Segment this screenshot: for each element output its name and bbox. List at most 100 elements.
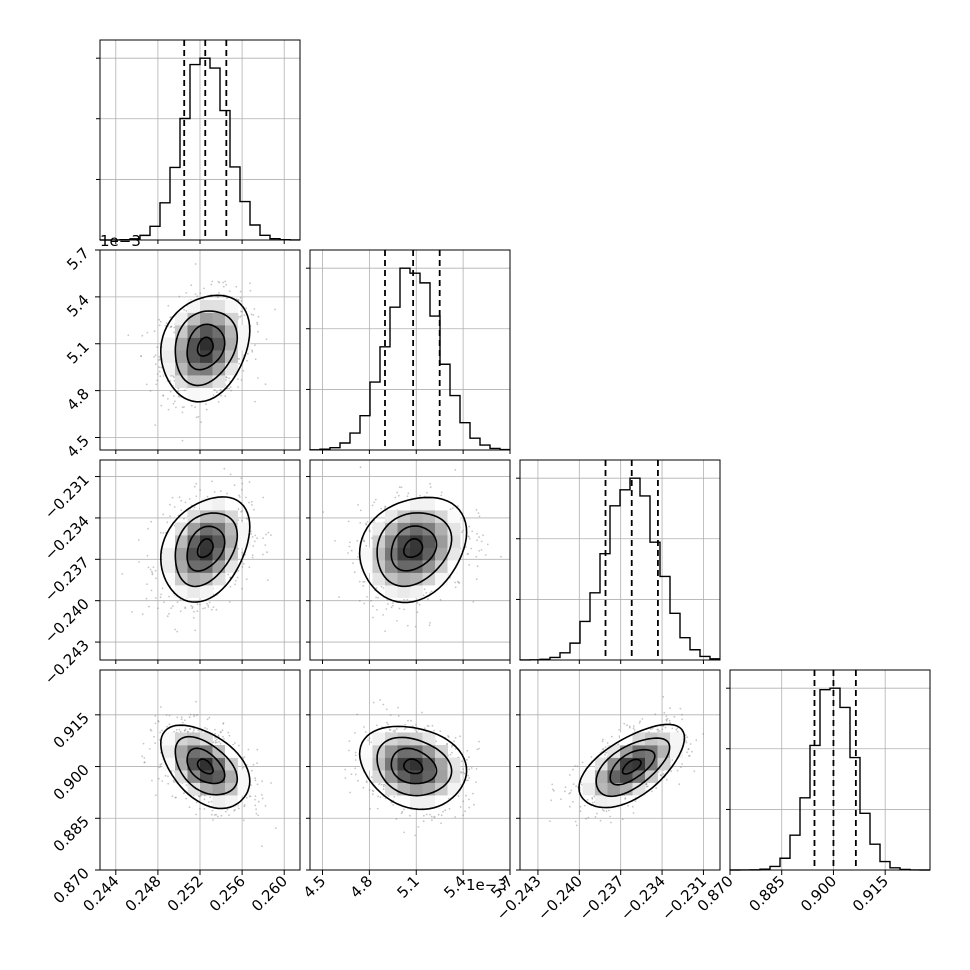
density-cell [632,757,646,771]
sample-point [240,510,243,513]
sample-point [610,821,612,824]
sample-point [216,741,218,744]
sample-point [433,729,435,732]
contour-line [402,537,424,559]
sample-point [215,391,218,394]
sample-point [468,798,470,801]
sample-point [476,532,478,535]
sample-point [197,415,200,418]
sample-point [177,387,180,390]
density-cell [385,572,398,586]
sample-point [212,741,215,744]
sample-point [210,608,213,611]
sample-point [168,595,170,598]
sample-point [376,807,379,810]
sample-point [385,608,388,610]
sample-point [250,784,252,786]
sample-point [447,735,449,737]
sample-point [322,511,325,513]
sample-point [447,797,450,800]
sample-point [569,791,572,794]
sample-point [159,763,162,766]
sample-point [468,768,471,771]
sample-point [350,773,353,775]
sample-point [195,416,198,419]
sample-point [462,529,464,532]
sample-point [195,495,198,498]
sample-point [366,596,368,598]
sample-point [375,596,377,599]
density-cell [435,795,448,808]
sample-point [359,522,362,524]
sample-point [238,362,241,365]
sample-point [190,404,193,407]
sample-point [362,786,365,789]
density-cell [225,535,238,548]
sample-point [475,508,478,511]
sample-point [223,738,225,740]
sample-point [237,299,240,301]
sample-point [454,737,457,739]
sample-point [676,727,679,730]
sample-point [251,769,253,772]
contour-line [376,736,453,797]
y-tick-label: 5.1 [63,338,93,368]
sample-point [575,824,578,827]
sample-point [218,291,220,294]
sample-point [208,601,211,604]
sample-point [378,783,380,786]
sample-point [216,815,219,818]
sample-point [154,354,157,357]
density-cell [225,510,238,523]
sample-point [233,742,236,744]
sample-point [604,746,607,748]
sample-point [470,767,473,769]
sample-point [470,547,473,550]
sample-point [651,790,653,793]
sample-point [646,785,649,788]
sample-point [185,310,188,312]
histogram [99,57,300,241]
sample-point [354,773,357,776]
sample-point [162,394,165,397]
sample-point [173,730,176,733]
sample-point [251,556,254,559]
sample-point [634,800,637,802]
sample-point [178,395,181,398]
sample-point [171,795,174,798]
sample-point [222,281,225,284]
sample-point [242,562,245,565]
sample-point [390,606,393,609]
density-cell [187,312,201,326]
sample-point [200,795,202,797]
sample-point [177,395,180,397]
density-cell [162,362,176,376]
sample-point [429,482,431,485]
sample-point [184,606,187,609]
sample-point [148,748,151,750]
density-cell [372,757,386,771]
sample-point [211,280,214,283]
sample-point [377,795,379,798]
sample-point [250,500,253,503]
sample-point [191,606,194,608]
sample-point [169,326,172,329]
density-cell [410,497,423,511]
sample-point [475,781,477,783]
density-cell [225,337,238,351]
density-cell [187,732,201,746]
sample-point [170,607,173,609]
density-cell [435,560,448,573]
sample-point [354,732,356,734]
contour-line [621,758,642,775]
sample-point [681,763,683,765]
y-tick-label: 4.8 [63,385,93,415]
sample-point [602,738,604,741]
sample-point [414,834,416,837]
sample-point [384,506,387,508]
sample-point [229,585,232,588]
sample-point [168,612,170,615]
sample-point [176,601,179,603]
sample-point [262,496,265,499]
sample-point [205,403,207,405]
